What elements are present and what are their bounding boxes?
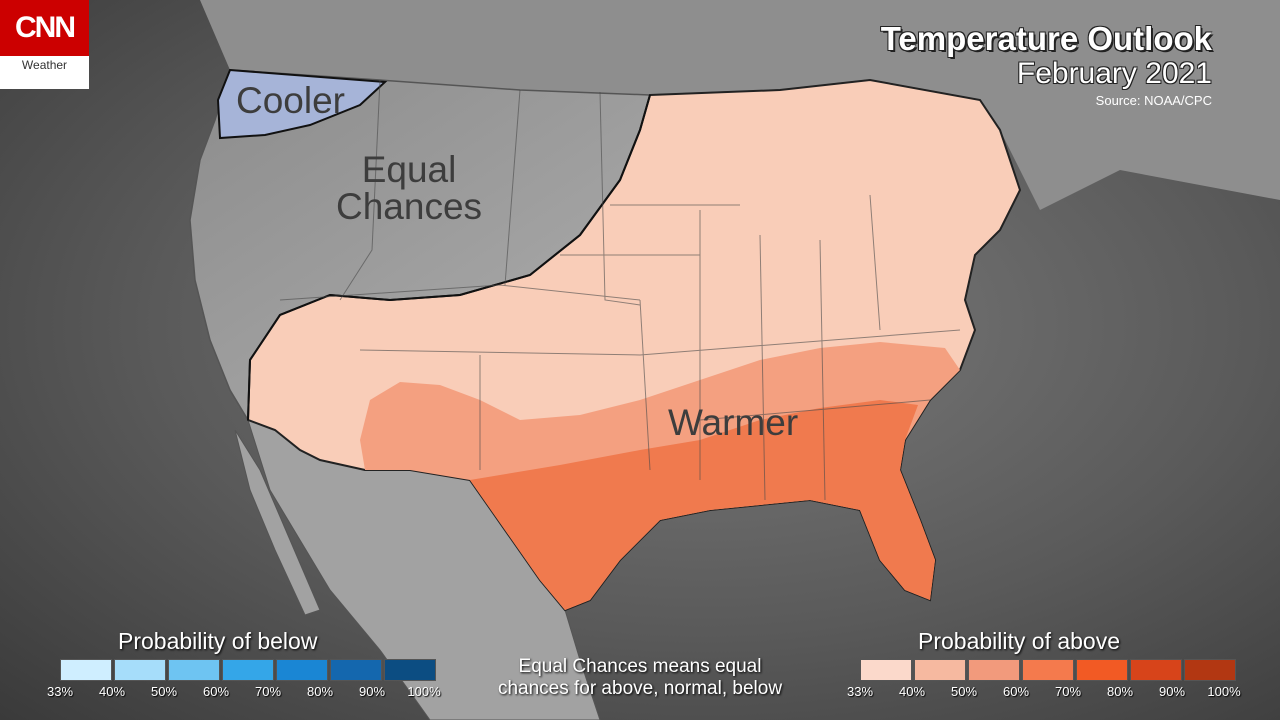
equal-chances-line1: Equal <box>361 149 457 190</box>
legend_above-swatch-6 <box>1184 659 1236 681</box>
legend_above-swatch-5 <box>1130 659 1182 681</box>
legend_below-tick-7: 100% <box>407 684 441 699</box>
legend_below-tick-4: 70% <box>254 684 282 699</box>
legend_below-swatch-4 <box>276 659 328 681</box>
map-subtitle: February 2021 <box>1016 56 1212 90</box>
equal-chances-boundary <box>247 94 651 421</box>
legend_above-swatch-3 <box>1022 659 1074 681</box>
legend_above-tick-0: 33% <box>846 684 874 699</box>
title-block: Temperature Outlook February 2021 Source… <box>880 20 1212 108</box>
note-line2: chances for above, normal, below <box>497 677 783 699</box>
cnn-logo-mark: CNN <box>0 0 89 56</box>
legend-above-bar <box>860 659 1238 681</box>
legend_below-swatch-2 <box>168 659 220 681</box>
legend_below-swatch-1 <box>114 659 166 681</box>
weather-section-label: Weather <box>21 58 68 72</box>
map-title: Temperature Outlook <box>880 20 1212 57</box>
legend_below-tick-5: 80% <box>306 684 334 699</box>
equal-chances-note: Equal Chances means equal chances for ab… <box>460 656 820 700</box>
cnn-weather-logo: CNN Weather <box>0 0 89 89</box>
legend_below-tick-1: 40% <box>98 684 126 699</box>
legend_above-swatch-2 <box>968 659 1020 681</box>
canada-land <box>200 0 1280 210</box>
cooler-region <box>216 68 388 140</box>
legend_above-tick-2: 50% <box>950 684 978 699</box>
legend_above-tick-3: 60% <box>1002 684 1030 699</box>
legend_above-swatch-4 <box>1076 659 1128 681</box>
warm-strong-region <box>410 400 935 610</box>
state-borders <box>279 79 961 501</box>
legend_below-swatch-0 <box>60 659 112 681</box>
legend_below-swatch-5 <box>330 659 382 681</box>
legend-below-title: Probability of below <box>118 628 318 654</box>
note-line1: Equal Chances means equal <box>518 656 762 677</box>
legend_above-swatch-0 <box>860 659 912 681</box>
equal-chances-line2: Chances <box>336 186 483 227</box>
legend_below-tick-2: 50% <box>150 684 178 699</box>
legend_below-swatch-3 <box>222 659 274 681</box>
legend_above-tick-6: 90% <box>1158 684 1186 699</box>
equal-chances-label: Equal Chances <box>336 151 482 225</box>
legend_above-tick-7: 100% <box>1207 684 1241 699</box>
legend_above-tick-4: 70% <box>1054 684 1082 699</box>
legend_below-tick-6: 90% <box>358 684 386 699</box>
legend-above-title: Probability of above <box>918 628 1121 654</box>
source-credit: Source: NOAA/CPC <box>1095 92 1212 108</box>
legend-below-bar <box>60 659 438 681</box>
legend_below-tick-3: 60% <box>202 684 230 699</box>
cooler-label: Cooler <box>236 80 345 121</box>
warmer-label: Warmer <box>668 402 799 443</box>
baja-peninsula <box>234 429 321 616</box>
legend_above-tick-1: 40% <box>898 684 926 699</box>
legend_below-swatch-6 <box>384 659 436 681</box>
legend_above-tick-5: 80% <box>1106 684 1134 699</box>
legend_above-swatch-1 <box>914 659 966 681</box>
legend_below-tick-0: 33% <box>46 684 74 699</box>
